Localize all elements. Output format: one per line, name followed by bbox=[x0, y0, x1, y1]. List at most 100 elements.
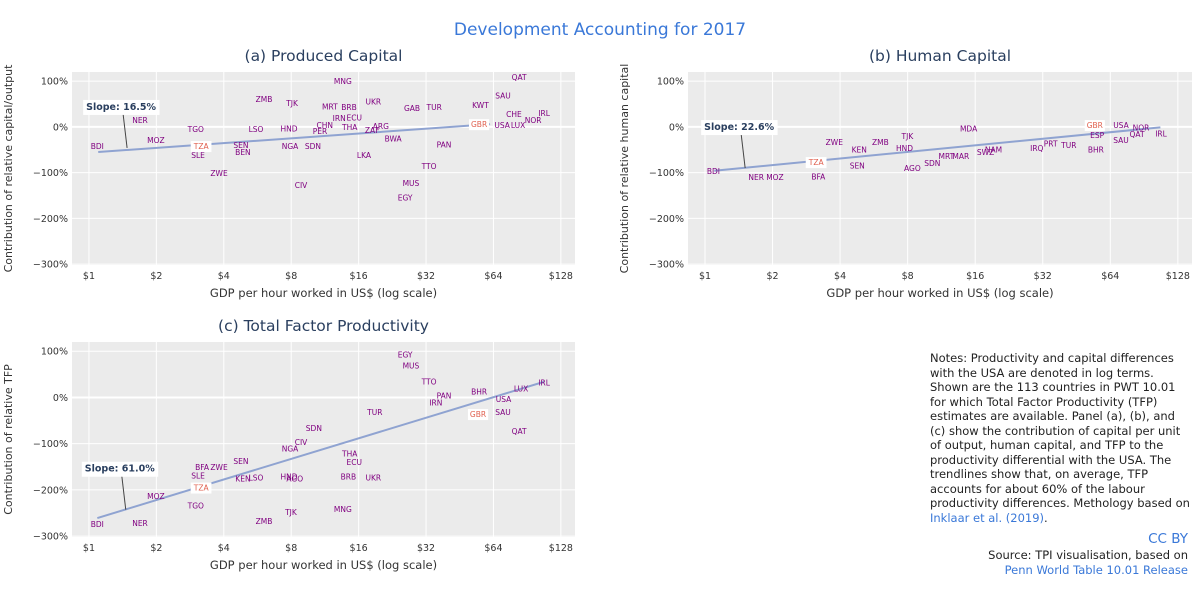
y-tick-label: 100% bbox=[41, 77, 68, 88]
x-tick-label: $1 bbox=[699, 271, 711, 282]
country-label: TZA bbox=[193, 484, 210, 493]
country-label: MOZ bbox=[147, 136, 165, 145]
country-label: USA bbox=[1113, 121, 1129, 130]
country-label: ZMB bbox=[256, 517, 273, 526]
country-label: TGO bbox=[187, 502, 204, 511]
label-background bbox=[1084, 120, 1105, 132]
country-label: TJK bbox=[284, 508, 298, 517]
country-label: MAR bbox=[952, 152, 969, 161]
country-label: IRL bbox=[538, 109, 550, 118]
y-tick-label: −300% bbox=[649, 260, 684, 271]
country-label: SDN bbox=[924, 159, 940, 168]
country-label: IRN bbox=[333, 114, 346, 123]
country-label: LUX bbox=[514, 385, 528, 394]
x-tick-label: $2 bbox=[766, 271, 778, 282]
country-label: MUS bbox=[403, 179, 420, 188]
x-tick-label: $32 bbox=[417, 271, 435, 282]
country-label: BRB bbox=[341, 103, 357, 112]
trendline bbox=[714, 126, 1161, 172]
country-label: BWA bbox=[385, 134, 403, 143]
country-label: NGA bbox=[282, 444, 299, 453]
country-label: BDI bbox=[707, 167, 720, 176]
y-tick-label: −100% bbox=[33, 439, 68, 450]
x-tick-label: $4 bbox=[834, 271, 846, 282]
country-label: QAT bbox=[512, 427, 527, 436]
plot-area bbox=[688, 72, 1192, 265]
y-axis-title: Contribution of relative human capital bbox=[618, 64, 631, 274]
country-label: PAN bbox=[437, 392, 452, 401]
y-tick-label: −300% bbox=[33, 260, 68, 271]
notes-end: . bbox=[1044, 510, 1048, 525]
country-label: ZWE bbox=[210, 463, 228, 472]
annotation-arrow bbox=[740, 133, 746, 169]
country-label: ZMB bbox=[256, 95, 273, 104]
trendline bbox=[97, 380, 545, 520]
y-tick-label: −200% bbox=[33, 485, 68, 496]
x-tick-label: $64 bbox=[484, 271, 502, 282]
country-label: KEN bbox=[852, 145, 867, 154]
label-background bbox=[190, 482, 212, 494]
country-label: HND bbox=[896, 144, 913, 153]
notes-link[interactable]: Inklaar et al. (2019) bbox=[930, 510, 1045, 525]
y-tick-label: 0% bbox=[53, 393, 68, 404]
country-label: ECU bbox=[347, 458, 362, 467]
country-label: IRL bbox=[538, 379, 550, 388]
x-tick-label: $16 bbox=[966, 271, 984, 282]
y-axis-title: Contribution of relative capital/output bbox=[2, 64, 15, 272]
country-label: PAN bbox=[437, 140, 452, 149]
country-label: MDA bbox=[960, 124, 978, 133]
source-link[interactable]: Penn World Table 10.01 Release bbox=[1004, 562, 1188, 577]
x-axis-title: GDP per hour worked in US$ (log scale) bbox=[826, 286, 1053, 300]
country-label: NER bbox=[132, 519, 148, 528]
country-label: BHR bbox=[471, 387, 487, 396]
country-label: ECU bbox=[347, 113, 362, 122]
panel-title: (a) Produced Capital bbox=[245, 47, 403, 65]
x-tick-label: $32 bbox=[1034, 271, 1052, 282]
country-label: TUR bbox=[366, 408, 382, 417]
country-label: SLE bbox=[191, 151, 205, 160]
country-label: QAT bbox=[1130, 130, 1145, 139]
country-label: CIV bbox=[295, 438, 308, 447]
country-label: QAT bbox=[512, 73, 527, 82]
annotation-box bbox=[701, 120, 778, 136]
country-label: BFA bbox=[195, 463, 210, 472]
country-label: SAU bbox=[495, 408, 511, 417]
country-label: LSO bbox=[249, 473, 264, 482]
x-tick-label: $32 bbox=[417, 543, 435, 554]
country-label: NAM bbox=[985, 145, 1002, 154]
country-label: BFA bbox=[811, 172, 826, 181]
x-tick-label: $2 bbox=[150, 271, 162, 282]
country-label: MNG bbox=[334, 77, 352, 86]
country-label: ZAF bbox=[365, 126, 380, 135]
country-label: SAU bbox=[1113, 136, 1129, 145]
country-label: KWT bbox=[472, 101, 489, 110]
country-label: USA bbox=[494, 121, 510, 130]
x-tick-label: $16 bbox=[350, 271, 368, 282]
y-tick-label: −100% bbox=[649, 168, 684, 179]
x-tick-label: $128 bbox=[1166, 271, 1190, 282]
country-label: MNG bbox=[334, 505, 352, 514]
x-tick-label: $8 bbox=[285, 543, 297, 554]
country-label: TUR bbox=[1060, 141, 1076, 150]
country-label: MRT bbox=[322, 102, 338, 111]
country-label: BDI bbox=[91, 142, 104, 151]
country-label: TTO bbox=[421, 378, 437, 387]
country-label: AGO bbox=[904, 164, 921, 173]
country-label: ZWE bbox=[826, 138, 844, 147]
country-label: IRN bbox=[429, 399, 442, 408]
label-background bbox=[805, 157, 827, 169]
country-label: HND bbox=[280, 124, 297, 133]
country-label: THA bbox=[341, 123, 358, 132]
country-label: UKR bbox=[365, 473, 381, 482]
trendline bbox=[98, 123, 491, 154]
country-label: MOZ bbox=[147, 492, 165, 501]
x-tick-label: $2 bbox=[150, 543, 162, 554]
country-label: SLE bbox=[191, 472, 205, 481]
country-label: MOZ bbox=[766, 173, 784, 182]
country-label: ZWE bbox=[210, 169, 228, 178]
country-label: ZMB bbox=[872, 138, 889, 147]
country-label: NGA bbox=[282, 142, 299, 151]
country-label: GAB bbox=[404, 104, 420, 113]
